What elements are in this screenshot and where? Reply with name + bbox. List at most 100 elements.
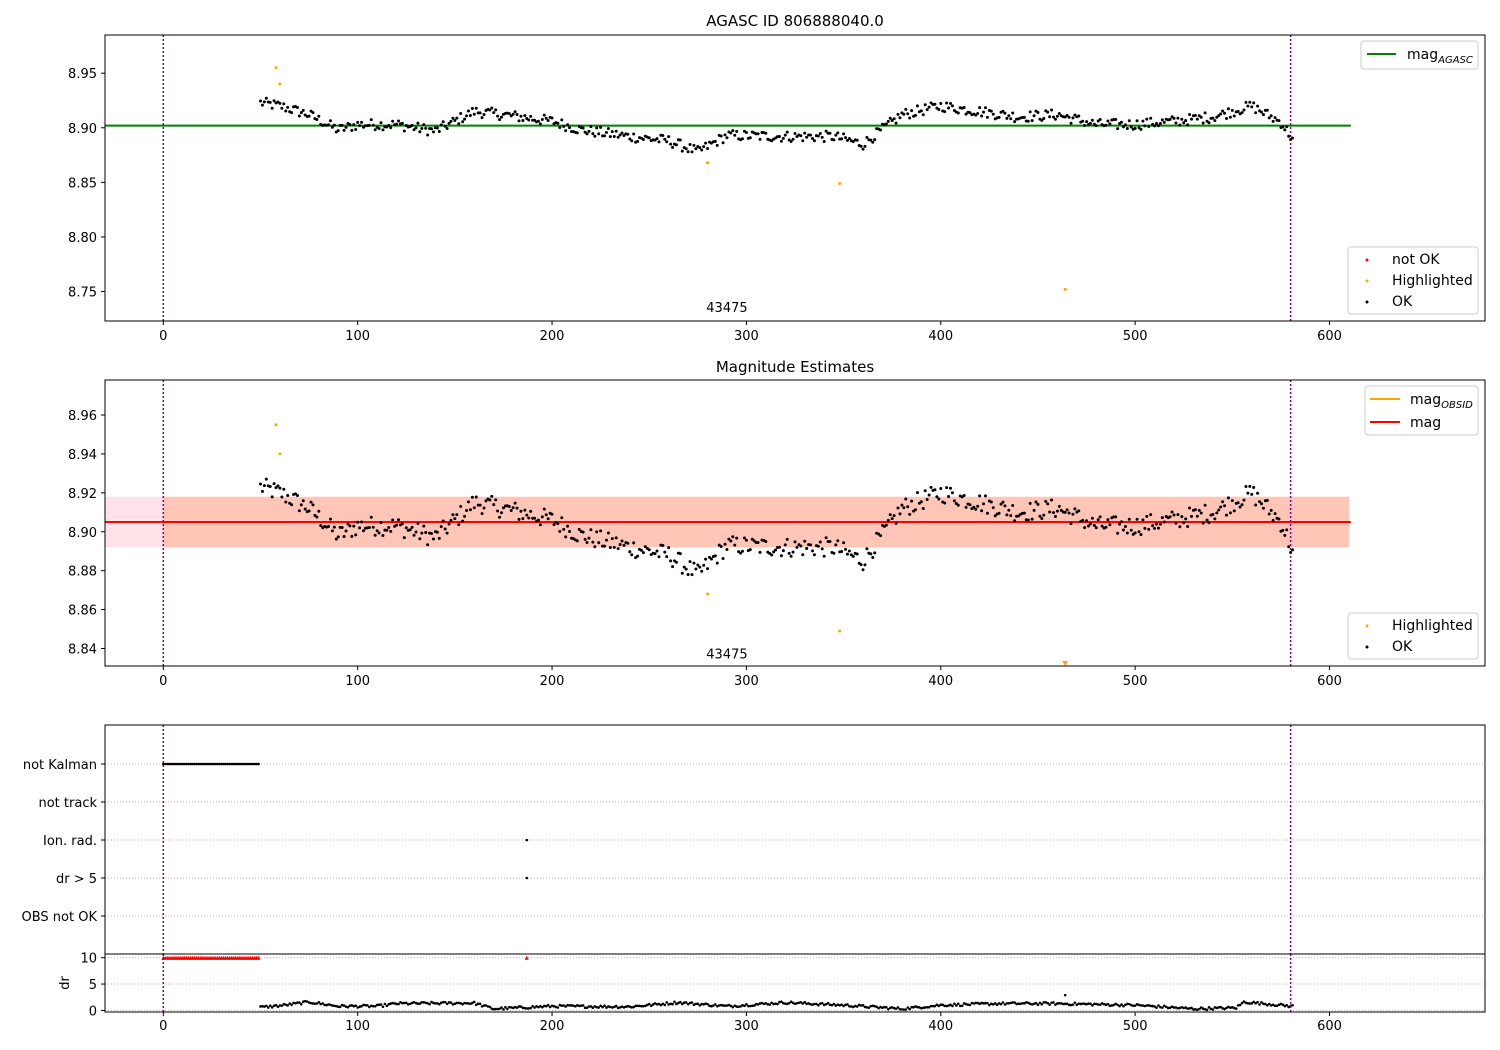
data-point-ok (1211, 513, 1215, 517)
dr-point (515, 1006, 519, 1009)
data-point-ok (1001, 500, 1005, 504)
dr-point (323, 1003, 326, 1007)
data-point-ok (812, 139, 816, 143)
dr-point (760, 1001, 764, 1005)
dr-point (342, 1004, 346, 1007)
data-point-ok (1114, 117, 1118, 121)
dr-point (1073, 1001, 1077, 1004)
data-point-ok (560, 516, 564, 520)
data-point-ok (863, 563, 867, 567)
data-point-ok (647, 548, 651, 552)
data-point-ok (1242, 498, 1246, 502)
dr-point (1283, 1004, 1287, 1008)
data-point-ok (515, 113, 519, 117)
dr-point (472, 1000, 476, 1004)
data-point-ok (1170, 510, 1174, 514)
dr-point (447, 1001, 451, 1004)
panel-dr: 0 5 10 0 100 200 300 400 500 600 dr (58, 952, 1486, 1034)
dr-point (807, 1002, 810, 1005)
data-point-ok (513, 501, 517, 505)
flag-point (222, 762, 225, 766)
data-point-ok (669, 559, 673, 563)
data-point-ok (892, 514, 896, 518)
data-point-ok (914, 508, 918, 512)
dr-point (1166, 1006, 1170, 1010)
dr-point (918, 1006, 921, 1009)
dr-point (1120, 1003, 1123, 1006)
data-point-ok (1046, 110, 1050, 114)
data-point-ok (342, 128, 346, 132)
dr-point (585, 1006, 589, 1010)
flag-point (200, 762, 204, 766)
data-point-ok (1287, 545, 1291, 549)
data-point-ok (937, 107, 941, 111)
data-point-ok (396, 518, 400, 522)
dr-point (834, 1004, 838, 1007)
panel2-title: Magnitude Estimates (716, 358, 874, 376)
data-point-ok (1199, 511, 1203, 515)
data-point-ok (1032, 114, 1036, 118)
dr-point (920, 1006, 923, 1010)
data-point-ok (886, 119, 890, 123)
dr-point (958, 1004, 962, 1008)
dr-point (1015, 1002, 1018, 1006)
flag-point (208, 762, 212, 766)
data-point-ok (1226, 107, 1230, 111)
data-point-ok (643, 545, 647, 549)
data-point-ok (847, 549, 851, 553)
dr-point (1267, 1002, 1271, 1006)
data-point-ok (311, 503, 315, 507)
dr-point (684, 1001, 688, 1004)
data-point-ok (533, 516, 537, 520)
data-point-ok (558, 126, 562, 130)
data-point-ok (641, 138, 645, 142)
data-point-ok (468, 508, 472, 512)
dr-point (480, 1005, 484, 1008)
data-point-ok (1252, 485, 1256, 489)
flag-point (230, 762, 233, 766)
data-point-ok (1203, 503, 1207, 507)
data-point-ok (387, 123, 391, 127)
dr-point (261, 1004, 264, 1008)
data-point-ok (356, 120, 360, 124)
data-point-ok (968, 503, 972, 507)
data-point-ok (993, 514, 997, 518)
dr-point (1067, 1003, 1071, 1007)
data-point-ok (1044, 499, 1048, 503)
data-point-ok (706, 567, 710, 571)
flag-point (167, 762, 171, 766)
data-point-ok (781, 549, 785, 553)
dr-point (506, 1007, 509, 1011)
flag-point (169, 762, 173, 766)
data-point-ok (1153, 124, 1157, 128)
flag-point (187, 762, 190, 766)
dr-point (274, 1003, 278, 1007)
data-point-ok (1022, 115, 1026, 119)
data-point-ok (441, 120, 445, 124)
dr-point (925, 1005, 929, 1009)
data-point-ok (523, 508, 527, 512)
dr-point (1089, 1002, 1092, 1006)
data-point-ok (929, 485, 933, 489)
dr-point (399, 1001, 402, 1004)
dr-point (296, 1001, 299, 1004)
flag-point (198, 762, 202, 766)
data-point-ok (1100, 524, 1104, 528)
data-point-ok (744, 538, 748, 542)
data-point-ok (1230, 108, 1234, 112)
flag-category-label: not track (38, 796, 97, 811)
dr-point (778, 1000, 781, 1004)
flag-point (237, 762, 241, 766)
dr-point (333, 1004, 336, 1008)
data-point-ok (402, 536, 406, 540)
data-point-ok (587, 129, 591, 133)
data-point-ok (515, 506, 519, 510)
data-point-ok (597, 541, 601, 545)
data-point-ok (927, 105, 931, 109)
dr-point (869, 1004, 873, 1008)
dr-point (941, 1003, 945, 1007)
data-point-ok (663, 137, 667, 141)
dr-point (599, 1004, 602, 1008)
data-point-ok (779, 554, 783, 558)
